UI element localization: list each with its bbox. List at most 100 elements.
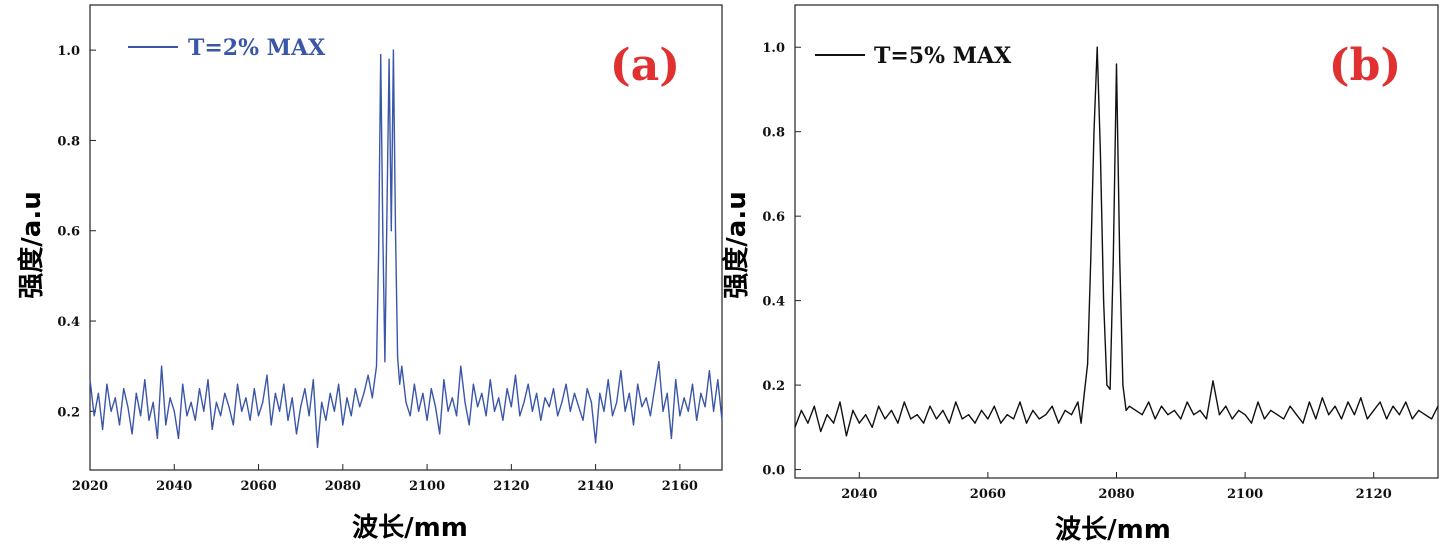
data-point xyxy=(253,388,255,390)
data-point xyxy=(514,374,517,376)
data-point xyxy=(161,365,163,367)
data-point xyxy=(1212,380,1214,382)
data-point xyxy=(987,418,989,420)
data-point xyxy=(1340,418,1343,420)
data-point xyxy=(1295,414,1298,416)
data-point xyxy=(397,356,399,358)
data-point xyxy=(1135,409,1137,411)
data-point xyxy=(367,374,369,376)
data-point xyxy=(409,415,411,417)
data-point xyxy=(321,401,323,403)
data-point xyxy=(993,405,995,407)
data-point xyxy=(1173,409,1175,411)
data-point xyxy=(561,401,563,403)
data-point xyxy=(1025,422,1028,424)
x-tick-label: 2060 xyxy=(240,479,276,494)
data-point xyxy=(1122,384,1124,386)
data-point xyxy=(582,419,584,421)
data-point xyxy=(519,415,521,417)
data-point xyxy=(422,392,424,394)
data-point xyxy=(1315,418,1317,420)
data-point xyxy=(342,424,344,426)
x-axis-title: 波长/mm xyxy=(1055,515,1171,545)
data-point xyxy=(312,379,314,381)
data-point xyxy=(620,370,622,372)
y-tick-label: 0.8 xyxy=(57,134,80,149)
data-point xyxy=(468,424,470,426)
data-point xyxy=(1199,409,1201,411)
data-point xyxy=(382,230,384,232)
y-tick-label: 0.8 xyxy=(762,126,785,141)
data-point xyxy=(536,392,538,394)
data-point xyxy=(717,379,719,381)
data-point xyxy=(207,379,209,381)
data-point xyxy=(270,424,272,426)
data-point xyxy=(531,410,534,412)
data-point xyxy=(89,379,91,381)
data-point xyxy=(1058,422,1060,424)
x-tick-label: 2160 xyxy=(662,479,698,494)
data-point xyxy=(616,401,618,403)
data-point xyxy=(603,410,605,412)
data-point xyxy=(1205,418,1208,420)
data-point xyxy=(304,388,306,390)
data-point xyxy=(586,388,588,390)
data-point xyxy=(477,406,479,408)
data-point xyxy=(439,433,441,435)
data-point xyxy=(1109,388,1111,390)
data-point xyxy=(489,379,491,381)
data-point xyxy=(641,406,643,408)
data-point xyxy=(1250,422,1253,424)
data-point xyxy=(691,383,694,385)
data-point xyxy=(948,422,950,424)
data-point xyxy=(241,410,243,412)
data-point xyxy=(1308,401,1310,403)
data-point xyxy=(1000,422,1002,424)
data-point xyxy=(140,415,142,417)
data-point xyxy=(599,392,601,394)
data-point xyxy=(1077,401,1079,403)
data-point xyxy=(363,392,365,394)
data-point xyxy=(426,419,428,421)
data-point xyxy=(1379,401,1381,403)
x-tick-label: 2100 xyxy=(409,479,445,494)
data-point xyxy=(316,446,319,448)
x-tick-label: 2080 xyxy=(325,479,361,494)
data-point xyxy=(456,415,458,417)
data-point xyxy=(1186,401,1188,403)
y-tick-label: 1.0 xyxy=(57,44,80,59)
data-point xyxy=(820,430,822,433)
data-point xyxy=(245,397,247,399)
data-point xyxy=(569,410,571,412)
data-point xyxy=(510,406,512,408)
data-point xyxy=(942,409,944,411)
data-point xyxy=(1119,257,1121,259)
data-point xyxy=(447,410,449,412)
data-point xyxy=(826,414,828,416)
data-point xyxy=(548,406,550,408)
data-point xyxy=(236,383,239,385)
data-point xyxy=(890,409,893,411)
x-tick-label: 2060 xyxy=(970,487,1006,502)
data-point xyxy=(1411,418,1413,420)
data-point xyxy=(249,419,251,421)
data-point xyxy=(114,397,116,399)
data-point xyxy=(1070,414,1073,416)
panel-label: (a) xyxy=(610,40,680,91)
data-point xyxy=(1386,418,1388,420)
data-point xyxy=(1064,409,1066,411)
data-point xyxy=(177,437,180,439)
data-point xyxy=(858,422,860,424)
data-point xyxy=(93,415,95,417)
data-point xyxy=(708,370,711,372)
data-point xyxy=(127,406,129,408)
data-point xyxy=(670,437,673,439)
data-point xyxy=(910,418,912,420)
data-point xyxy=(607,379,609,381)
data-point xyxy=(194,419,196,421)
data-point xyxy=(156,437,158,439)
data-point xyxy=(1045,414,1047,416)
data-point xyxy=(611,415,614,417)
data-point xyxy=(308,415,310,417)
data-point xyxy=(1032,409,1034,411)
